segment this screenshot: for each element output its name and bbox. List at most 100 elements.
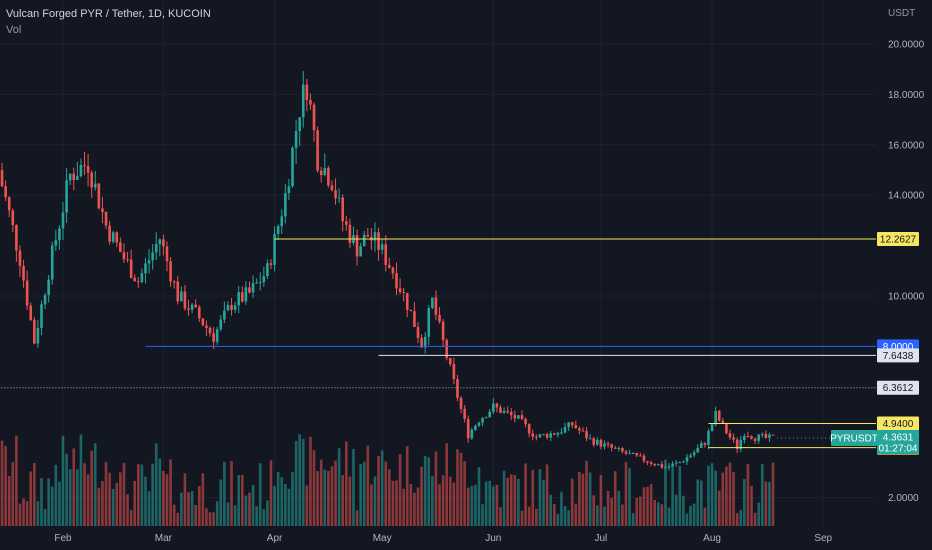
candle-body [47, 279, 50, 296]
time-axis[interactable]: Feb Mar Apr May Jun Jul Aug Sep [54, 533, 832, 544]
volume-bar [237, 475, 241, 526]
volume-bar [441, 475, 445, 526]
level-price-label: 4.9400 [883, 419, 914, 430]
candle-body [79, 165, 83, 177]
candle-body [682, 461, 685, 463]
volume-bar [97, 487, 101, 526]
volume-bar [348, 476, 352, 526]
candle-body [316, 130, 319, 171]
volume-bar [456, 449, 459, 526]
candle-body [599, 439, 603, 447]
volume-bar [172, 504, 176, 526]
candle-body [50, 245, 54, 280]
volume-bar [276, 472, 280, 526]
volume-indicator-label[interactable]: Vol [6, 24, 22, 36]
candle-body [341, 197, 345, 222]
x-tick-label: Jun [485, 533, 501, 544]
candle-body [685, 457, 689, 462]
candle-body [735, 439, 739, 450]
candle-body [33, 319, 36, 344]
candle-body [631, 452, 635, 454]
volume-bar [764, 481, 768, 526]
volume-bar [570, 478, 574, 526]
candle-body [61, 212, 65, 229]
volume-bar [384, 461, 388, 526]
volume-bar [40, 478, 43, 526]
volume-bar [735, 513, 739, 526]
candle-body [764, 434, 768, 438]
volume-bar [226, 502, 230, 526]
candle-body [771, 434, 775, 436]
volume-bar [43, 509, 47, 526]
volume-bar [101, 480, 104, 526]
candle-body [147, 260, 151, 264]
volume-bar [190, 491, 194, 526]
candle-body [492, 403, 495, 412]
volume-bar [660, 504, 664, 526]
volume-bar [459, 452, 463, 526]
candle-body [215, 329, 219, 342]
volume-bar [61, 435, 65, 526]
volume-bar [438, 484, 441, 526]
volume-bar [165, 474, 169, 526]
volume-bar [603, 506, 606, 526]
volume-bar [319, 459, 323, 526]
candle-body [674, 462, 678, 464]
candle-body [642, 455, 646, 462]
volume-bar [352, 448, 355, 526]
candle-body [431, 297, 434, 309]
volume-bar [197, 485, 201, 526]
candle-body [474, 425, 477, 430]
volume-bar [427, 457, 431, 526]
candle-body [549, 433, 552, 438]
horizontal-levels[interactable] [0, 238, 876, 449]
volume-bar [154, 443, 158, 526]
candle-body [448, 357, 452, 365]
y-tick-label: 10.0000 [888, 292, 925, 303]
volume-bar [337, 448, 341, 526]
volume-bar [552, 504, 556, 526]
candle-body [466, 419, 470, 439]
volume-bar [93, 443, 97, 526]
candle-body [233, 305, 237, 310]
volume-bar [58, 481, 61, 526]
candle-body [696, 447, 700, 453]
candle-body [592, 438, 596, 445]
volume-bar [768, 482, 771, 526]
candle-body [151, 252, 154, 261]
price-axis[interactable]: 20.0000 18.0000 16.0000 14.0000 10.0000 2.000… [888, 40, 925, 505]
volume-bar [671, 465, 674, 526]
volume-bar [244, 495, 248, 526]
candle-body [126, 259, 129, 261]
symbol-tag [831, 430, 877, 447]
candle-body [570, 422, 574, 426]
candle-body [237, 292, 241, 306]
volume-bar [757, 502, 760, 526]
volume-bar [262, 509, 266, 526]
candle-body [606, 443, 610, 445]
candle-body [205, 325, 208, 328]
candle-body [700, 443, 703, 448]
volume-bar [646, 486, 649, 526]
volume-bar [656, 502, 660, 526]
volume-bar [445, 443, 449, 526]
volume-bar [743, 479, 746, 526]
candle-body [621, 448, 624, 452]
candle-body [603, 443, 606, 447]
volume-bar [506, 477, 509, 526]
volume-bar [606, 490, 610, 526]
candle-body [635, 452, 639, 456]
volume-bar [380, 450, 384, 526]
candle-body [97, 183, 101, 209]
candle-body [298, 117, 301, 132]
candle-body [36, 327, 40, 344]
last-price-tag [877, 430, 919, 455]
volume-bar [588, 472, 592, 526]
volume-bar [187, 492, 190, 526]
volume-bar [621, 504, 624, 526]
candle-body [248, 287, 251, 293]
volume-bar [535, 508, 538, 526]
volume-bar [90, 450, 93, 526]
candle-body [309, 99, 312, 105]
